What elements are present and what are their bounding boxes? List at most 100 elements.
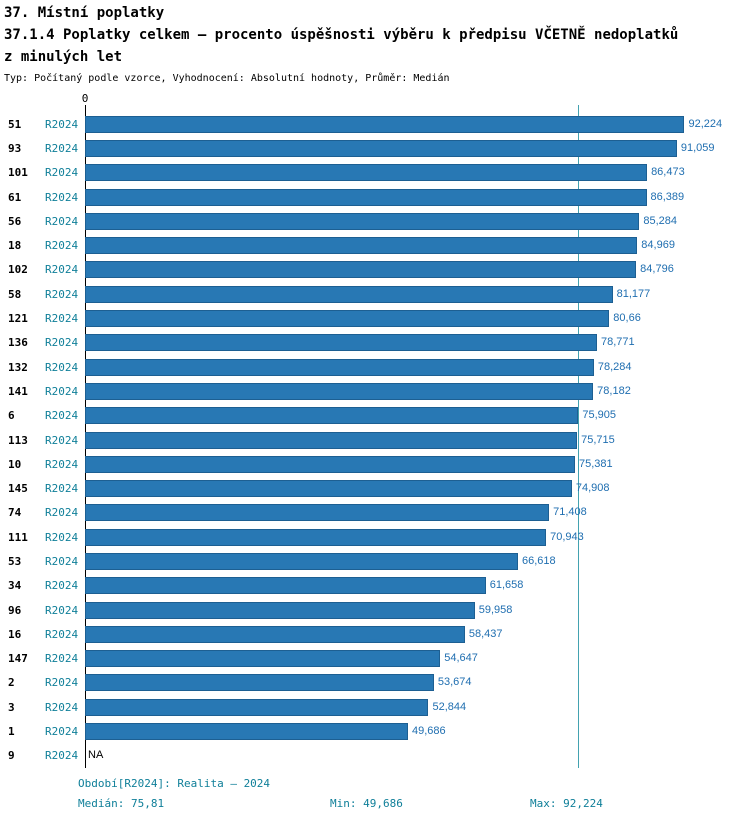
bar-value-label: 70,943	[550, 530, 584, 543]
bar	[85, 310, 610, 328]
row-period-label: R2024	[45, 214, 79, 228]
chart-row: 145 R2024 74,908	[0, 476, 750, 500]
row-id-label: 58	[8, 287, 22, 301]
bar-value-label: 85,284	[643, 214, 677, 227]
bar-value-label: 78,182	[597, 384, 631, 397]
row-period-label: R2024	[45, 409, 79, 423]
row-track: 66,618	[85, 552, 735, 570]
row-id-label: 132	[8, 360, 28, 374]
bar	[85, 455, 575, 473]
chart-row: 1 R2024 49,686	[0, 719, 750, 743]
row-track: 81,177	[85, 285, 735, 303]
row-track: 85,284	[85, 212, 735, 230]
bar-value-label: 52,844	[432, 700, 467, 713]
row-id-label: 9	[8, 749, 15, 763]
row-period-label: R2024	[45, 287, 79, 301]
bar-value-label: 92,224	[688, 117, 723, 130]
bar	[85, 650, 441, 668]
chart-row: 16 R2024 58,437	[0, 622, 750, 646]
chart-row: 136 R2024 78,771	[0, 331, 750, 355]
chart-row: 56 R2024 85,284	[0, 209, 750, 233]
row-id-label: 101	[8, 166, 28, 180]
row-id-label: 6	[8, 409, 15, 423]
row-period-label: R2024	[45, 141, 79, 155]
bar-value-label: 84,969	[641, 239, 675, 252]
row-period-label: R2024	[45, 117, 79, 131]
chart-row: 111 R2024 70,943	[0, 525, 750, 549]
bar-value-label: 78,771	[601, 336, 635, 349]
row-track: 71,408	[85, 504, 735, 522]
row-id-label: 10	[8, 457, 22, 471]
bar-value-label: 91,059	[680, 141, 715, 154]
chart-title-line3: z minulých let	[4, 49, 123, 65]
bar-value-label: 81,177	[616, 287, 651, 300]
row-id-label: 93	[8, 141, 22, 155]
row-id-label: 74	[8, 506, 22, 520]
bar	[85, 431, 578, 449]
row-track: 84,969	[85, 237, 735, 255]
row-track: 75,905	[85, 407, 735, 425]
chart-row: 147 R2024 54,647	[0, 647, 750, 671]
row-period-label: R2024	[45, 239, 79, 253]
bar-value-label: 71,408	[553, 506, 587, 519]
row-id-label: 18	[8, 239, 22, 253]
row-track: 49,686	[85, 723, 735, 741]
row-period-label: R2024	[45, 190, 79, 204]
row-track: 92,224	[85, 115, 735, 133]
row-id-label: 111	[8, 530, 28, 544]
bar	[85, 115, 685, 133]
row-track: 70,943	[85, 528, 735, 546]
chart-row: 6 R2024 75,905	[0, 404, 750, 428]
chart-row: 102 R2024 84,796	[0, 258, 750, 282]
chart-row: 34 R2024 61,658	[0, 574, 750, 598]
row-period-label: R2024	[45, 166, 79, 180]
bar-value-label: 58,437	[468, 627, 503, 640]
row-track: 80,66	[85, 310, 735, 328]
chart-row: 9 R2024 NA	[0, 744, 750, 768]
row-track: 58,437	[85, 625, 735, 643]
bar-value-label: 78,284	[597, 360, 632, 373]
row-id-label: 113	[8, 433, 28, 447]
x-axis-origin-label: 0	[81, 92, 89, 105]
row-period-label: R2024	[45, 603, 79, 617]
row-track: 61,658	[85, 577, 735, 595]
chart-row: 74 R2024 71,408	[0, 501, 750, 525]
bar-value-label: 49,686	[411, 725, 446, 738]
row-id-label: 136	[8, 336, 28, 350]
row-id-label: 96	[8, 603, 22, 617]
row-track: NA	[85, 747, 735, 764]
bar	[85, 480, 572, 498]
bar	[85, 528, 547, 546]
row-id-label: 51	[8, 117, 22, 131]
bar-value-label: 86,473	[651, 166, 685, 179]
chart-rows: 51 R2024 92,224 93 R2024 91,059 101 R2024 86,473…	[0, 112, 750, 768]
row-track: 54,647	[85, 650, 735, 668]
bar-value-label: 54,647	[444, 652, 478, 665]
footer-max-label: Max: 92,224	[530, 797, 603, 810]
row-period-label: R2024	[45, 433, 79, 447]
bar	[85, 139, 677, 157]
row-track: 78,771	[85, 334, 735, 352]
row-period-label: R2024	[45, 700, 79, 714]
row-track: 78,284	[85, 358, 735, 376]
row-track: 86,473	[85, 164, 735, 182]
chart-title-line2: 37.1.4 Poplatky celkem – procento úspěšn…	[4, 27, 679, 43]
chart-row: 93 R2024 91,059	[0, 136, 750, 160]
bar	[85, 552, 519, 570]
row-period-label: R2024	[45, 579, 79, 593]
row-track: 75,715	[85, 431, 735, 449]
bar	[85, 237, 638, 255]
row-period-label: R2024	[45, 676, 79, 690]
row-period-label: R2024	[45, 530, 79, 544]
chart-row: 2 R2024 53,674	[0, 671, 750, 695]
bar	[85, 407, 579, 425]
chart-row: 121 R2024 80,66	[0, 306, 750, 330]
chart-title-line1: 37. Místní poplatky	[4, 5, 165, 21]
chart-row: 18 R2024 84,969	[0, 233, 750, 257]
bar-value-label: 75,905	[582, 409, 617, 422]
chart-row: 132 R2024 78,284	[0, 355, 750, 379]
row-period-label: R2024	[45, 749, 79, 763]
bar	[85, 334, 597, 352]
bar	[85, 285, 613, 303]
row-period-label: R2024	[45, 360, 79, 374]
